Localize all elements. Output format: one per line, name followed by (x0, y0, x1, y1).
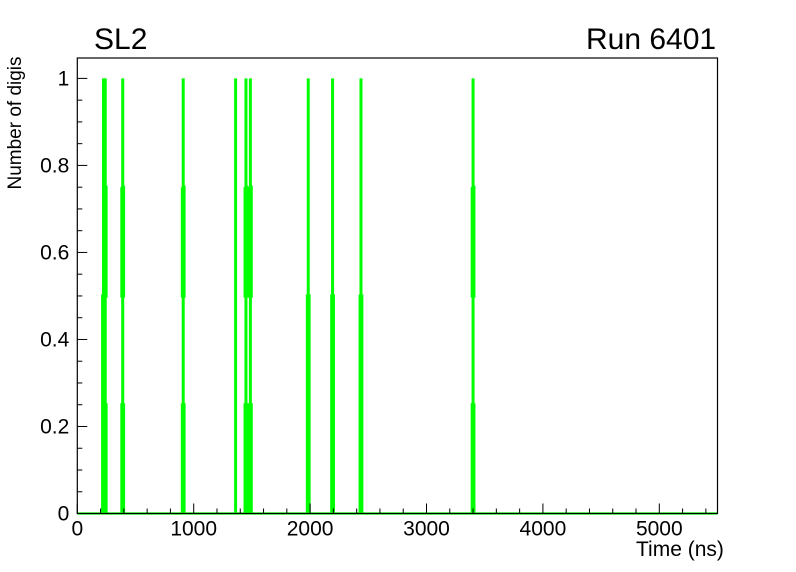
svg-text:5000: 5000 (636, 518, 683, 541)
svg-text:0: 0 (58, 503, 70, 526)
svg-text:0.2: 0.2 (40, 416, 69, 439)
svg-text:2000: 2000 (287, 518, 334, 541)
svg-text:4000: 4000 (520, 518, 567, 541)
svg-text:0.6: 0.6 (40, 241, 69, 264)
svg-text:3000: 3000 (403, 518, 450, 541)
svg-text:1000: 1000 (170, 518, 217, 541)
svg-text:1: 1 (58, 67, 70, 90)
svg-text:0.8: 0.8 (40, 154, 69, 177)
svg-text:0.4: 0.4 (40, 329, 70, 352)
svg-text:0: 0 (71, 518, 83, 541)
